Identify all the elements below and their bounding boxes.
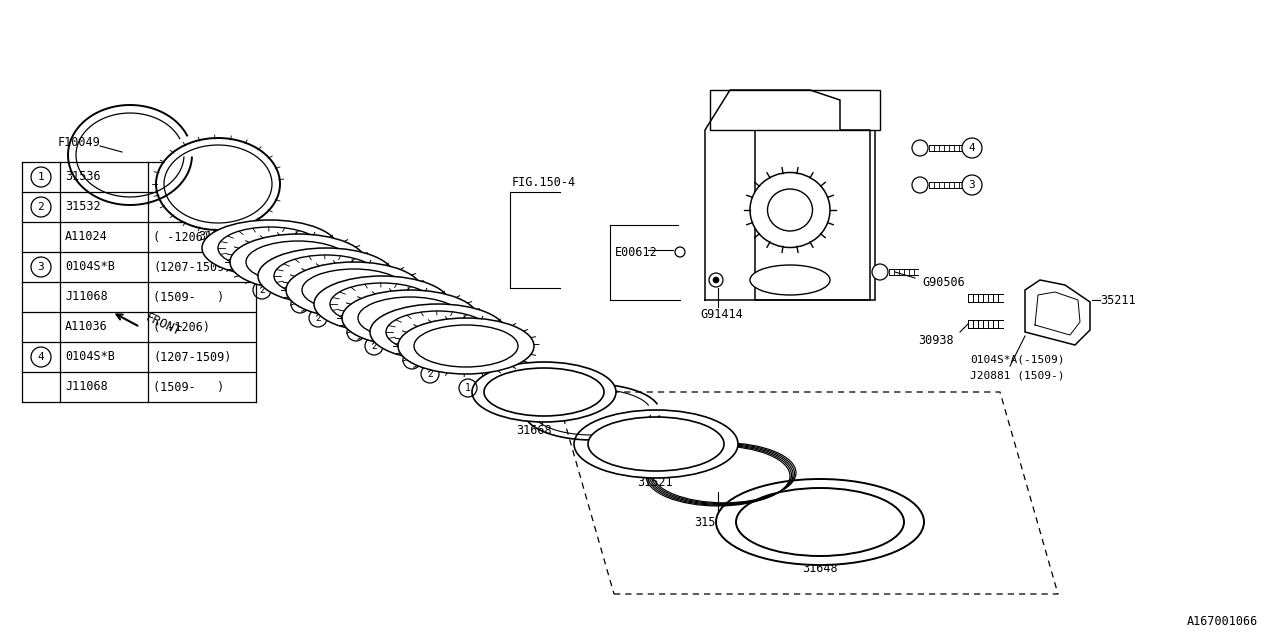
Ellipse shape	[285, 262, 422, 318]
Text: 1: 1	[410, 355, 415, 365]
Ellipse shape	[230, 234, 366, 290]
Text: G91414: G91414	[700, 308, 742, 321]
Ellipse shape	[588, 417, 724, 471]
Ellipse shape	[274, 255, 378, 297]
Text: 4PCS: 4PCS	[188, 170, 216, 184]
Text: 2: 2	[371, 341, 376, 351]
Ellipse shape	[768, 189, 813, 231]
Text: ( -1206): ( -1206)	[154, 230, 210, 243]
Text: 1: 1	[37, 172, 45, 182]
Ellipse shape	[314, 276, 451, 332]
Ellipse shape	[218, 227, 323, 269]
Text: 31668: 31668	[516, 424, 552, 436]
Text: (1207-1509): (1207-1509)	[154, 351, 232, 364]
Text: 1: 1	[353, 327, 358, 337]
Text: 1: 1	[297, 299, 303, 309]
Circle shape	[675, 247, 685, 257]
Text: 31536: 31536	[65, 170, 101, 184]
Text: (1509-   ): (1509- )	[154, 381, 224, 394]
Text: J20881 (1509-): J20881 (1509-)	[970, 371, 1065, 381]
Circle shape	[911, 140, 928, 156]
FancyBboxPatch shape	[710, 90, 881, 130]
Ellipse shape	[398, 318, 534, 374]
Ellipse shape	[342, 290, 477, 346]
Text: E00612: E00612	[614, 246, 658, 259]
Circle shape	[709, 273, 723, 287]
Text: 0104S*A(-1509): 0104S*A(-1509)	[970, 355, 1065, 365]
Ellipse shape	[156, 138, 280, 230]
Ellipse shape	[246, 241, 349, 283]
Circle shape	[713, 277, 719, 283]
Text: 1: 1	[465, 383, 471, 393]
Ellipse shape	[413, 325, 518, 367]
Text: 31567: 31567	[198, 230, 234, 243]
Ellipse shape	[330, 283, 434, 325]
Text: 30938: 30938	[918, 333, 954, 346]
Text: 0104S*B: 0104S*B	[65, 260, 115, 273]
Text: 4PCS: 4PCS	[188, 200, 216, 214]
Text: 2: 2	[428, 369, 433, 379]
Ellipse shape	[370, 304, 506, 360]
Text: 31521: 31521	[637, 477, 672, 490]
Text: (1207-1509): (1207-1509)	[154, 260, 232, 273]
Text: A11024: A11024	[65, 230, 108, 243]
Text: 4: 4	[969, 143, 975, 153]
Text: 31552: 31552	[694, 515, 730, 529]
Ellipse shape	[164, 145, 273, 223]
Ellipse shape	[387, 311, 490, 353]
Text: J11068: J11068	[65, 381, 108, 394]
Text: 35211: 35211	[1100, 294, 1135, 307]
Ellipse shape	[472, 362, 616, 422]
Text: FRONT: FRONT	[143, 311, 183, 339]
Text: 0104S*B: 0104S*B	[65, 351, 115, 364]
Text: J11068: J11068	[65, 291, 108, 303]
Text: 4: 4	[37, 352, 45, 362]
Text: F0930: F0930	[541, 369, 577, 381]
Ellipse shape	[202, 220, 338, 276]
Circle shape	[872, 264, 888, 280]
Text: F10049: F10049	[58, 136, 101, 148]
Text: 2: 2	[37, 202, 45, 212]
FancyBboxPatch shape	[755, 120, 876, 300]
Text: FIG.150-4: FIG.150-4	[512, 175, 576, 189]
Polygon shape	[1025, 280, 1091, 345]
Ellipse shape	[358, 297, 462, 339]
Ellipse shape	[573, 410, 739, 478]
Text: 2: 2	[259, 285, 265, 295]
Text: 3: 3	[37, 262, 45, 272]
Text: (1509-   ): (1509- )	[154, 291, 224, 303]
Text: G90506: G90506	[922, 275, 965, 289]
Text: 3: 3	[969, 180, 975, 190]
Text: A11036: A11036	[65, 321, 108, 333]
Text: ( -1206): ( -1206)	[154, 321, 210, 333]
Ellipse shape	[302, 269, 406, 311]
Ellipse shape	[736, 488, 904, 556]
Text: 2: 2	[315, 313, 321, 323]
Ellipse shape	[484, 368, 604, 416]
Text: A167001066: A167001066	[1187, 615, 1258, 628]
Ellipse shape	[750, 265, 829, 295]
Text: 31532: 31532	[65, 200, 101, 214]
Ellipse shape	[259, 248, 394, 304]
Text: 31648: 31648	[803, 561, 838, 575]
Ellipse shape	[716, 479, 924, 565]
Circle shape	[911, 177, 928, 193]
Ellipse shape	[750, 173, 829, 248]
